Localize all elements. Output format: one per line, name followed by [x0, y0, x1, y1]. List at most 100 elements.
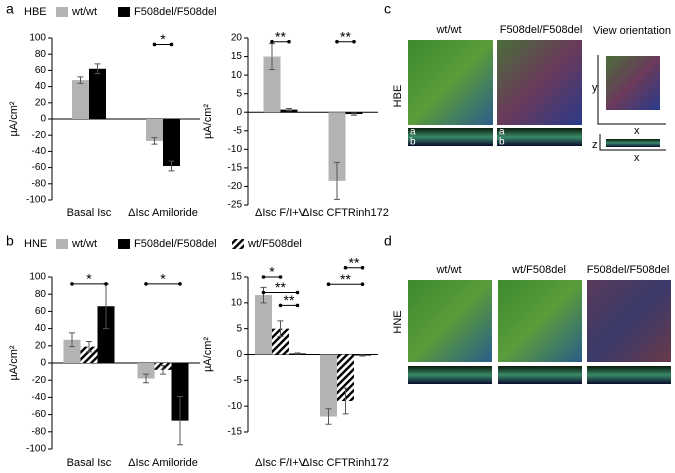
y-tick-label: 40 [35, 81, 47, 92]
y-tick-label: -5 [233, 375, 242, 386]
xz-strip [408, 366, 492, 384]
bar [320, 354, 337, 417]
error-bar [277, 320, 284, 337]
legend-label: wt/wt [71, 238, 97, 250]
bar [72, 80, 89, 119]
y-tick-label: -15 [228, 163, 243, 174]
y-tick-label: 10 [231, 70, 243, 81]
y-tick-label: 100 [29, 33, 46, 44]
y-axis-title: µA/cm² [8, 345, 20, 380]
legend-swatch [232, 239, 244, 249]
error-bar [334, 161, 340, 200]
xz-strip [497, 128, 582, 146]
strip-label: a [410, 127, 416, 138]
y-tick-label: -25 [228, 200, 243, 211]
sig-dot [287, 39, 291, 44]
sig-dot [295, 290, 300, 295]
sig-label: ** [284, 292, 295, 308]
panel-label: d [384, 233, 392, 249]
axes-arrow [597, 55, 666, 125]
y-tick-label: 5 [236, 88, 242, 99]
panel-label: a [6, 1, 14, 17]
error-bar [160, 365, 166, 375]
bar [97, 306, 115, 363]
sig-label: * [269, 264, 275, 280]
image-title: View orientation [593, 25, 671, 37]
error-bar [69, 332, 75, 348]
bar [146, 119, 163, 141]
image-title: F508del/F508del [500, 24, 583, 36]
y-tick-label: 0 [40, 114, 46, 125]
x-tick-label: ΔIsc F/I+V [255, 457, 307, 469]
x-tick-label: ΔIsc Amiloride [128, 207, 198, 219]
axis-letter: y [592, 82, 598, 94]
sig-dot [261, 275, 266, 279]
x-tick-label: ΔIsc CFTRinh172 [302, 457, 389, 469]
y-axis-title: µA/cm² [8, 101, 20, 136]
sig-dot [335, 39, 339, 44]
y-tick-label: -40 [32, 392, 47, 403]
x-tick-label: ΔIsc CFTRinh172 [302, 207, 389, 219]
y-tick-label: -80 [32, 426, 47, 437]
y-tick-label: -20 [32, 375, 47, 386]
legend-label: wt/wt [71, 6, 97, 18]
y-tick-label: -10 [228, 144, 243, 155]
legend-swatch [56, 7, 68, 17]
sig-dot [278, 275, 283, 279]
axis-letter: x [634, 125, 640, 137]
sig-label: * [160, 31, 166, 47]
y-tick-label: -15 [228, 427, 243, 438]
error-bar [325, 408, 332, 425]
y-tick-label: -5 [233, 125, 242, 136]
y-tick-label: -80 [32, 178, 47, 189]
bar [272, 328, 289, 355]
sig-dot [343, 265, 348, 270]
bar [89, 68, 106, 119]
y-tick-label: 80 [35, 49, 47, 60]
image-title: F508del/F508del [587, 264, 670, 276]
legend-label: F508del/F508del [134, 6, 217, 18]
y-tick-label: 5 [236, 323, 242, 334]
axis-letter: z [592, 139, 598, 151]
sig-label: ** [275, 279, 286, 295]
error-bar [359, 354, 366, 357]
bar [328, 112, 346, 181]
sig-dot [295, 303, 300, 308]
axes-arrow [599, 134, 666, 151]
error-bar [260, 286, 267, 304]
xz-strip [498, 366, 582, 384]
y-tick-label: -100 [26, 444, 46, 455]
error-bar [77, 76, 84, 84]
y-tick-label: 60 [35, 65, 47, 76]
sig-label: * [160, 271, 166, 287]
sig-dot [152, 42, 157, 47]
strip-label: b [410, 137, 416, 148]
micrograph [606, 56, 660, 110]
legend-label: wt/F508del [247, 238, 302, 250]
error-bar [294, 352, 301, 355]
image-title: wt/F508del [511, 264, 566, 276]
y-tick-label: 20 [231, 33, 243, 44]
view-title: View orientation [593, 25, 671, 37]
y-tick-label: -20 [32, 130, 47, 141]
sig-label: ** [340, 271, 351, 287]
x-tick-label: ΔIsc Amiloride [128, 457, 198, 469]
y-tick-label: 20 [35, 340, 47, 351]
strip-label: a [499, 127, 505, 138]
legend-swatch [118, 239, 130, 249]
y-tick-label: -10 [228, 401, 243, 412]
sig-dot [360, 265, 365, 270]
y-tick-label: 80 [35, 289, 47, 300]
error-bar [143, 373, 149, 384]
legend-swatch [56, 239, 68, 249]
image-title: wt/wt [435, 24, 461, 36]
x-tick-label: ΔIsc F/I+V [255, 207, 307, 219]
strip-label: b [499, 137, 505, 148]
error-bar [269, 43, 275, 71]
error-bar [351, 112, 357, 116]
y-tick-label: 15 [231, 51, 243, 62]
sig-label: ** [349, 254, 360, 270]
x-tick-label: Basal Isc [67, 207, 112, 219]
error-bar [342, 387, 349, 415]
